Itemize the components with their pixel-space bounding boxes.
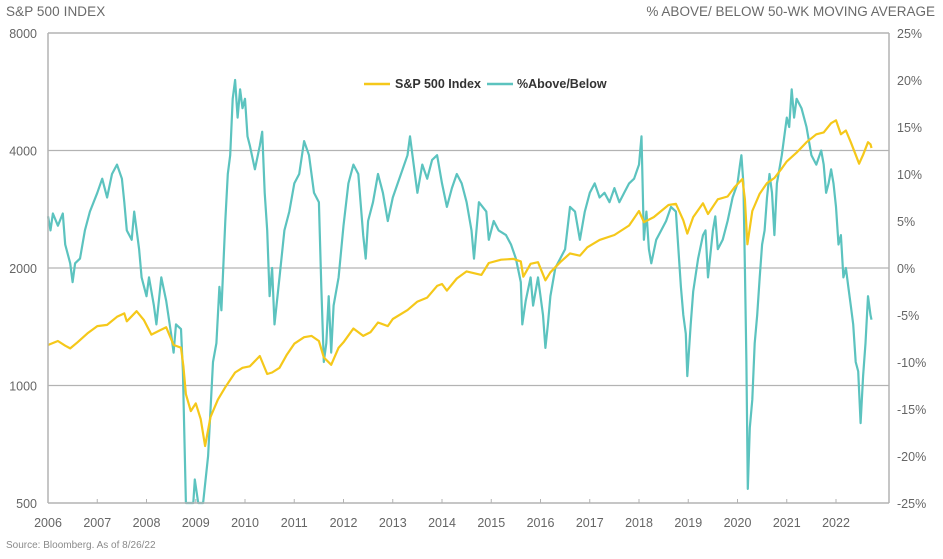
above-below-line <box>46 78 873 505</box>
left-tick-label: 4000 <box>9 145 37 159</box>
x-tick-label: 2017 <box>576 516 604 530</box>
x-tick-label: 2020 <box>724 516 752 530</box>
left-axis-ticks: 8000 4000 2000 1000 500 <box>9 27 37 511</box>
right-tick-label: 25% <box>897 27 922 41</box>
x-tick-label: 2016 <box>527 516 555 530</box>
left-axis-title: S&P 500 INDEX <box>6 4 106 19</box>
legend: S&P 500 Index %Above/Below <box>364 77 607 91</box>
x-tick-label: 2012 <box>330 516 358 530</box>
right-tick-label: -20% <box>897 450 926 464</box>
x-tick-label: 2007 <box>83 516 111 530</box>
sp500-series <box>47 119 873 448</box>
right-tick-label: 20% <box>897 74 922 88</box>
left-tick-label: 2000 <box>9 262 37 276</box>
left-tick-label: 8000 <box>9 27 37 41</box>
right-tick-label: -10% <box>897 356 926 370</box>
x-tick-label: 2009 <box>182 516 210 530</box>
above-below-series <box>46 78 873 505</box>
left-tick-label: 500 <box>16 497 37 511</box>
right-tick-label: -15% <box>897 403 926 417</box>
axes <box>47 32 890 504</box>
x-tick-label: 2022 <box>822 516 850 530</box>
right-tick-label: 15% <box>897 121 922 135</box>
sp500-line <box>47 119 873 448</box>
x-tick-label: 2006 <box>34 516 62 530</box>
right-tick-label: 5% <box>897 215 915 229</box>
x-tick-label: 2010 <box>231 516 259 530</box>
x-tick-label: 2013 <box>379 516 407 530</box>
x-tick-label: 2011 <box>281 516 308 530</box>
x-tick-label: 2021 <box>773 516 801 530</box>
gridlines <box>48 149 889 387</box>
legend-label-sp500: S&P 500 Index <box>395 77 481 91</box>
x-axis-ticks: 2006 2007 2008 2009 2010 2011 2012 2013 2014 2015… <box>34 499 850 530</box>
x-tick-label: 2019 <box>674 516 702 530</box>
right-axis-title: % ABOVE/ BELOW 50-WK MOVING AVERAGE <box>646 4 935 19</box>
right-tick-label: 10% <box>897 168 922 182</box>
right-tick-label: -5% <box>897 309 919 323</box>
left-tick-label: 1000 <box>9 380 37 394</box>
right-tick-label: -25% <box>897 497 926 511</box>
x-tick-label: 2008 <box>133 516 161 530</box>
legend-label-above-below: %Above/Below <box>517 77 607 91</box>
x-tick-label: 2014 <box>428 516 456 530</box>
x-tick-label: 2015 <box>477 516 505 530</box>
x-tick-label: 2018 <box>625 516 653 530</box>
right-tick-label: 0% <box>897 262 915 276</box>
right-axis-ticks: 25% 20% 15% 10% 5% 0% -5% -10% -15% -20% -25% <box>897 27 926 511</box>
source-note: Source: Bloomberg. As of 8/26/22 <box>6 540 156 551</box>
